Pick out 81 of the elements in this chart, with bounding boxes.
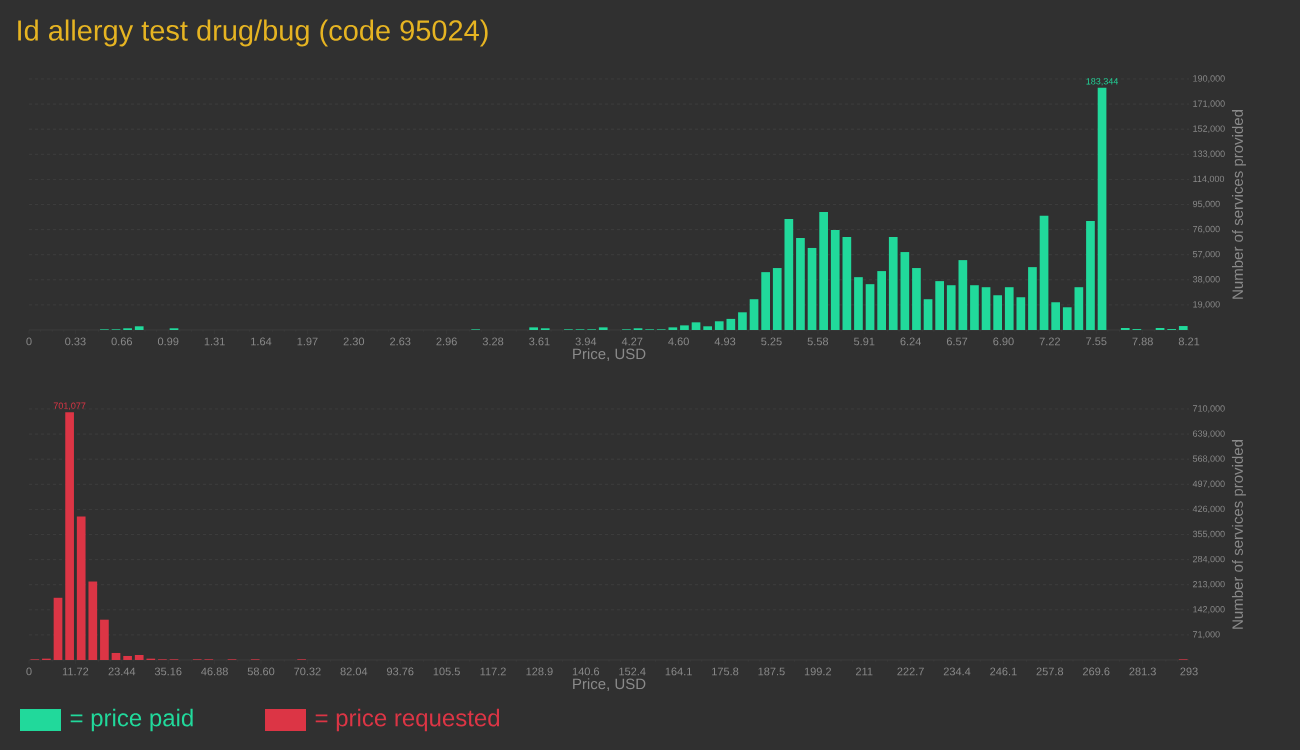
x-tick-label: 269.6 — [1083, 667, 1110, 676]
x-tick-label: 293 — [1180, 667, 1198, 676]
x-tick-label: 164.1 — [665, 667, 692, 676]
x-tick-label: 58.60 — [247, 667, 275, 676]
x-tick-label: 1.64 — [251, 337, 272, 346]
y-tick-label: 568,000 — [1192, 455, 1225, 463]
x-tick-label: 8.21 — [1178, 337, 1200, 346]
x-tick-label: 4.93 — [714, 337, 736, 346]
x-tick-label: 0.99 — [157, 337, 179, 346]
x-tick-label: 46.88 — [201, 667, 228, 676]
x-tick-label: 4.27 — [621, 337, 643, 346]
x-tick-label: 234.4 — [943, 667, 971, 676]
legend-label: = price requested — [315, 708, 500, 732]
x-tick-label: 7.88 — [1132, 337, 1153, 346]
y-tick-label: 133,000 — [1193, 150, 1225, 159]
y-tick-label: 19,000 — [1193, 301, 1220, 309]
x-tick-label: 6.57 — [946, 337, 968, 346]
x-tick-label: 35.16 — [154, 667, 182, 676]
x-tick-label: 70.32 — [294, 667, 321, 676]
y-tick-label: 190,000 — [1193, 75, 1225, 83]
x-tick-label: 2.63 — [390, 337, 411, 346]
y-axis-title: Number of services provided — [1231, 440, 1246, 629]
y-tick-label: 76,000 — [1193, 225, 1220, 234]
x-tick-label: 187.5 — [758, 667, 785, 676]
x-tick-label: 5.25 — [761, 337, 782, 346]
chart-title: Id allergy test drug/bug (code 95024) — [18, 19, 488, 47]
x-tick-label: 2.30 — [343, 337, 365, 346]
x-tick-label: 105.5 — [433, 667, 460, 676]
x-tick-label: 1.97 — [297, 337, 318, 346]
x-tick-label: 23.44 — [108, 667, 136, 676]
x-tick-label: 7.55 — [1086, 337, 1107, 346]
x-tick-label: 0.66 — [111, 337, 133, 346]
x-tick-label: 1.31 — [204, 337, 225, 346]
x-tick-label: 281.3 — [1129, 667, 1156, 676]
y-tick-label: 71,000 — [1193, 631, 1220, 639]
y-tick-label: 171,000 — [1193, 100, 1225, 108]
x-tick-label: 211 — [855, 667, 873, 676]
x-tick-label: 152.4 — [619, 667, 646, 676]
x-tick-label: 199.2 — [804, 667, 832, 676]
y-tick-label: 355,000 — [1192, 530, 1225, 539]
annotation: 701,077 — [53, 402, 86, 410]
x-tick-label: 82.04 — [340, 667, 368, 676]
x-tick-label: 257.8 — [1036, 667, 1064, 676]
x-axis-title: Price, USD — [573, 678, 646, 691]
x-tick-label: 222.7 — [897, 667, 924, 676]
y-tick-label: 426,000 — [1192, 505, 1225, 514]
x-tick-label: 5.91 — [853, 337, 875, 346]
x-tick-label: 117.2 — [480, 667, 506, 676]
y-tick-label: 114,000 — [1193, 175, 1225, 184]
x-tick-label: 3.61 — [529, 337, 550, 346]
x-tick-label: 93.76 — [386, 667, 414, 676]
x-tick-label: 0 — [26, 667, 32, 676]
y-tick-label: 57,000 — [1192, 250, 1220, 259]
x-tick-label: 128.9 — [526, 667, 553, 676]
x-axis-title: Price, USD — [573, 348, 646, 361]
y-tick-label: 497,000 — [1192, 480, 1225, 489]
x-tick-label: 246.1 — [990, 667, 1017, 676]
legend-label: = price paid — [70, 708, 193, 732]
x-tick-label: 175.8 — [712, 667, 739, 676]
x-tick-label: 4.60 — [668, 337, 689, 346]
y-tick-label: 95,000 — [1193, 200, 1220, 209]
y-axis-title: Number of services provided — [1231, 110, 1246, 299]
x-tick-label: 5.58 — [807, 337, 829, 346]
x-tick-label: 0 — [26, 337, 32, 346]
y-tick-label: 710,000 — [1193, 405, 1225, 413]
x-tick-label: 11.72 — [62, 667, 89, 676]
x-tick-label: 0.33 — [65, 337, 86, 346]
y-tick-label: 213,000 — [1193, 580, 1225, 589]
y-tick-label: 38,000 — [1192, 276, 1220, 284]
annotation: 183,344 — [1086, 78, 1119, 86]
y-tick-label: 284,000 — [1193, 555, 1225, 564]
y-tick-label: 639,000 — [1193, 430, 1225, 438]
x-tick-label: 3.28 — [482, 337, 504, 346]
x-tick-label: 3.94 — [575, 337, 597, 346]
y-tick-label: 152,000 — [1193, 125, 1225, 133]
x-tick-label: 6.24 — [900, 337, 922, 346]
x-tick-label: 7.22 — [1039, 337, 1061, 346]
x-tick-label: 140.6 — [572, 667, 600, 676]
x-tick-label: 2.96 — [436, 337, 457, 346]
y-tick-label: 142,000 — [1193, 606, 1225, 614]
x-tick-label: 6.90 — [993, 337, 1014, 346]
